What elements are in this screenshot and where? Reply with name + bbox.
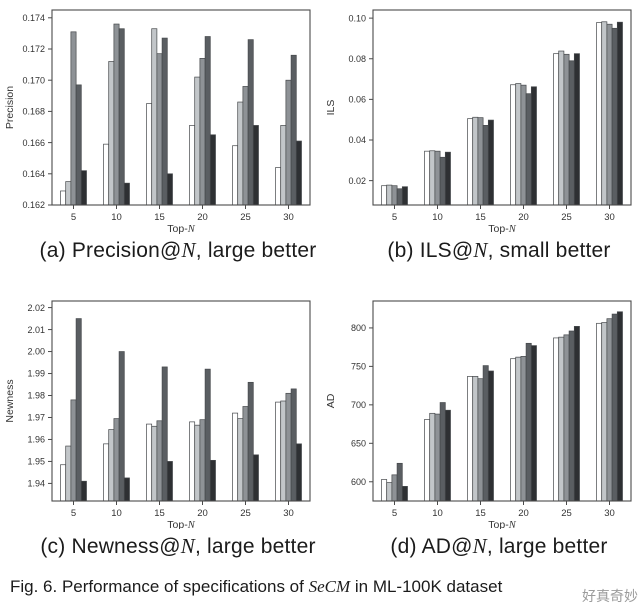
svg-text:Top-N: Top-N	[167, 519, 195, 529]
svg-text:20: 20	[518, 212, 529, 223]
svg-text:25: 25	[240, 508, 251, 519]
svg-text:0.170: 0.170	[22, 75, 45, 85]
subcaption-b: (b) ILS@N, small better	[339, 238, 641, 263]
subcaption-c-math: N	[180, 534, 195, 558]
svg-text:0.172: 0.172	[22, 44, 45, 54]
svg-text:25: 25	[561, 508, 572, 519]
subcaption-c-post: , large better	[194, 535, 316, 558]
subcaption-d-pre: (d) AD@	[390, 535, 473, 558]
figure-caption-math: SeCM	[308, 577, 351, 596]
subcaption-a-post: , large better	[195, 239, 317, 262]
svg-text:0.02: 0.02	[348, 176, 366, 186]
newness-chart-panel: 1.94 1.95 1.96 1.97 1.98 1.99 2.00 2.01 2.02 5 10 1…	[0, 293, 320, 529]
svg-text:25: 25	[240, 212, 251, 223]
svg-text:0.08: 0.08	[348, 54, 366, 64]
svg-text:15: 15	[475, 508, 486, 519]
figure-caption-pre: Fig. 6. Performance of specifications of	[10, 577, 309, 596]
svg-text:600: 600	[351, 477, 366, 487]
svg-text:5: 5	[71, 212, 76, 223]
subcaption-a-math: N	[181, 238, 196, 262]
svg-text:0.168: 0.168	[22, 107, 45, 117]
figure-caption: Fig. 6. Performance of specifications of…	[10, 577, 502, 597]
watermark: 好真奇妙	[582, 588, 638, 604]
svg-text:30: 30	[283, 212, 294, 223]
svg-text:10: 10	[432, 212, 443, 223]
subcaption-b-math: N	[473, 238, 488, 262]
svg-text:15: 15	[475, 212, 486, 223]
ad-chart: 600 650 700 750 800 5 10 15 20 25 30 Top-N AD	[325, 300, 632, 529]
subcaption-b-post: , small better	[487, 239, 611, 262]
svg-text:750: 750	[351, 362, 366, 372]
svg-text:10: 10	[432, 508, 443, 519]
svg-text:700: 700	[351, 400, 366, 410]
svg-text:0.162: 0.162	[22, 200, 45, 210]
svg-text:1.97: 1.97	[27, 413, 45, 423]
svg-text:30: 30	[604, 212, 615, 223]
svg-text:0.04: 0.04	[348, 135, 366, 145]
subcaption-a: (a) Precision@N, large better	[18, 238, 338, 263]
svg-text:1.95: 1.95	[27, 457, 45, 467]
svg-text:10: 10	[111, 508, 122, 519]
precision-chart-panel: 0.162 0.164 0.166 0.168 0.170 0.172 0.174 5 10 15…	[0, 2, 320, 234]
svg-text:ILS: ILS	[325, 100, 337, 116]
svg-text:20: 20	[197, 212, 208, 223]
svg-text:Precision: Precision	[4, 86, 16, 129]
svg-text:5: 5	[392, 212, 397, 223]
svg-text:0.164: 0.164	[22, 169, 45, 179]
svg-text:1.99: 1.99	[27, 369, 45, 379]
svg-text:650: 650	[351, 439, 366, 449]
svg-text:15: 15	[154, 212, 165, 223]
svg-text:15: 15	[154, 508, 165, 519]
svg-text:20: 20	[518, 508, 529, 519]
svg-text:0.06: 0.06	[348, 95, 366, 105]
subcaption-c: (c) Newness@N, large better	[18, 534, 338, 559]
svg-text:1.94: 1.94	[27, 479, 45, 489]
ils-chart: 0.02 0.04 0.06 0.08 0.10 5 10 15 20 25 30 Top-N ILS	[325, 9, 632, 234]
svg-text:30: 30	[604, 508, 615, 519]
svg-text:1.96: 1.96	[27, 435, 45, 445]
ad-chart-panel: 600 650 700 750 800 5 10 15 20 25 30 Top-N AD	[321, 293, 641, 529]
subcaption-d: (d) AD@N, large better	[339, 534, 641, 559]
svg-text:Top-N: Top-N	[167, 223, 195, 234]
svg-text:Top-N: Top-N	[488, 223, 516, 234]
svg-text:AD: AD	[325, 393, 337, 408]
subcaption-d-post: , large better	[486, 535, 608, 558]
subcaption-b-pre: (b) ILS@	[387, 239, 474, 262]
svg-text:0.174: 0.174	[22, 13, 45, 23]
figure-caption-post: in ML-100K dataset	[350, 577, 503, 596]
precision-chart: 0.162 0.164 0.166 0.168 0.170 0.172 0.174 5 10 15…	[4, 9, 311, 234]
svg-text:1.98: 1.98	[27, 391, 45, 401]
subcaption-c-pre: (c) Newness@	[40, 535, 181, 558]
newness-chart: 1.94 1.95 1.96 1.97 1.98 1.99 2.00 2.01 2.02 5 10 1…	[4, 300, 311, 529]
svg-text:2.02: 2.02	[27, 303, 45, 313]
svg-text:0.10: 0.10	[348, 13, 366, 23]
svg-text:5: 5	[392, 508, 397, 519]
ils-chart-panel: 0.02 0.04 0.06 0.08 0.10 5 10 15 20 25 30 Top-N ILS	[321, 2, 641, 234]
svg-text:Newness: Newness	[4, 379, 16, 422]
subcaption-d-math: N	[472, 534, 487, 558]
svg-text:30: 30	[283, 508, 294, 519]
subcaption-a-pre: (a) Precision@	[39, 239, 182, 262]
svg-text:25: 25	[561, 212, 572, 223]
svg-text:2.01: 2.01	[27, 325, 45, 335]
svg-text:5: 5	[71, 508, 76, 519]
svg-text:2.00: 2.00	[27, 347, 45, 357]
svg-text:800: 800	[351, 323, 366, 333]
svg-text:10: 10	[111, 212, 122, 223]
svg-text:20: 20	[197, 508, 208, 519]
svg-text:Top-N: Top-N	[488, 519, 516, 529]
svg-text:0.166: 0.166	[22, 138, 45, 148]
